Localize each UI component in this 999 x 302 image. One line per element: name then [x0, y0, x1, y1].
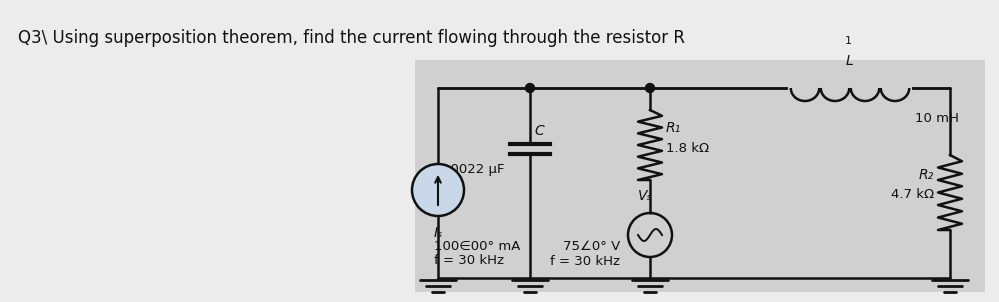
- Text: 1: 1: [845, 36, 852, 46]
- Text: R₂: R₂: [919, 168, 934, 182]
- Text: R₁: R₁: [666, 121, 681, 135]
- Text: 100∈00° mA: 100∈00° mA: [434, 240, 520, 253]
- Text: f = 30 kHz: f = 30 kHz: [434, 254, 504, 267]
- Text: 4.7 kΩ: 4.7 kΩ: [891, 188, 934, 201]
- Text: Q3\ Using superposition theorem, find the current flowing through the resistor R: Q3\ Using superposition theorem, find th…: [18, 29, 685, 47]
- Circle shape: [645, 83, 654, 92]
- Text: 0.0022 μF: 0.0022 μF: [439, 163, 505, 176]
- Circle shape: [412, 164, 464, 216]
- Text: 1.8 kΩ: 1.8 kΩ: [666, 142, 709, 155]
- Text: Iₛ: Iₛ: [434, 226, 444, 240]
- Text: 10 mH: 10 mH: [915, 111, 959, 124]
- Text: Vₛ: Vₛ: [637, 189, 652, 203]
- Text: 75∠0° V: 75∠0° V: [562, 240, 620, 253]
- Text: C: C: [534, 124, 543, 138]
- Bar: [415, 60, 985, 292]
- Text: L: L: [846, 54, 854, 68]
- Text: f = 30 kHz: f = 30 kHz: [550, 255, 620, 268]
- Circle shape: [525, 83, 534, 92]
